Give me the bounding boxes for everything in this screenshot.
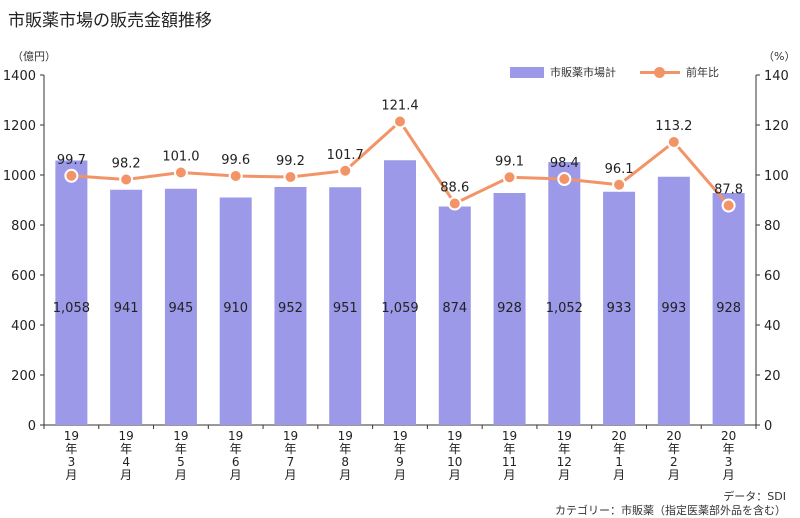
left-y-tick-label: 1400 [3,69,36,84]
left-y-tick-label: 400 [11,319,36,334]
yoy-marker [64,168,79,183]
bar-value-label: 928 [716,301,741,316]
x-tick-label: 20 年 2 月 [666,429,681,482]
x-tick-label: 19 年 4 月 [119,429,134,482]
bar [548,162,581,425]
x-tick-label: 19 年 6 月 [228,429,243,482]
yoy-value-label: 99.7 [57,153,86,168]
yoy-marker [119,172,134,187]
bar [219,197,252,425]
left-y-tick-label: 1200 [3,119,36,134]
bar [712,193,745,425]
yoy-value-label: 121.4 [381,99,418,114]
yoy-marker [612,177,627,192]
bar-value-label: 1,059 [381,301,418,316]
yoy-marker [447,196,462,211]
legend-line-swatch [640,66,680,78]
x-tick-label: 20 年 1 月 [611,429,626,482]
bar [657,176,690,425]
data-source-note: データ：SDI [723,490,786,503]
x-tick-label: 19 年 5 月 [173,429,188,482]
yoy-marker [666,135,681,149]
bar-value-label: 952 [278,301,303,316]
bar-value-label: 933 [607,301,632,316]
yoy-value-label: 101.0 [162,150,199,165]
yoy-value-label: 113.2 [655,119,692,134]
bar [274,187,307,425]
yoy-value-label: 99.6 [221,153,250,168]
x-tick-label: 19 年 11 月 [502,429,517,482]
left-axis-unit: （億円） [12,50,56,63]
bar [493,193,526,425]
bar-value-label: 941 [114,301,139,316]
category-note: カテゴリー：市販薬（指定医薬部外品を含む） [555,504,786,517]
legend-line-label: 前年比 [686,66,719,79]
bar [164,188,197,425]
legend-bar-label: 市販薬市場計 [550,66,616,79]
bar-value-label: 910 [223,301,248,316]
bar-value-label: 993 [661,301,686,316]
yoy-marker [338,163,353,178]
x-tick-label: 19 年 3 月 [64,429,79,482]
yoy-value-label: 98.2 [112,157,141,172]
yoy-marker [393,114,407,129]
bar-value-label: 1,058 [53,301,90,316]
bar-value-label: 874 [442,301,467,316]
left-y-tick-label: 200 [11,369,36,384]
x-tick-label: 19 年 10 月 [447,429,462,482]
right-y-tick-label: 100 [764,169,789,184]
left-y-tick-label: 800 [11,219,36,234]
right-axis-unit: （%） [763,50,796,63]
bar [384,160,416,425]
right-y-tick-label: 140 [764,69,789,84]
bar-value-label: 1,052 [546,301,583,316]
chart-title: 市販薬市場の販売金額推移 [8,11,212,31]
right-y-tick-label: 60 [764,269,781,284]
right-y-tick-label: 80 [764,219,781,234]
yoy-value-label: 98.4 [550,156,579,171]
yoy-marker [502,170,517,185]
left-y-tick-label: 1000 [3,169,36,184]
yoy-marker [173,165,188,180]
yoy-marker [721,198,736,213]
bar-value-label: 928 [497,301,522,316]
yoy-marker [283,170,298,184]
right-y-tick-label: 20 [764,369,781,384]
bar [329,187,362,425]
yoy-value-label: 96.1 [605,162,634,177]
x-tick-label: 19 年 8 月 [338,429,353,482]
bar [110,189,143,425]
x-tick-label: 19 年 7 月 [283,429,298,482]
legend-bar-entry: 市販薬市場計 [510,64,616,80]
yoy-value-label: 101.7 [327,148,364,163]
legend-line-entry: 前年比 [640,64,719,80]
yoy-value-label: 88.6 [440,181,469,196]
bar [55,160,88,425]
x-tick-label: 19 年 12 月 [557,429,572,482]
right-y-tick-label: 40 [764,319,781,334]
legend-bar-swatch [510,66,544,78]
bar-value-label: 945 [169,301,194,316]
x-tick-label: 20 年 3 月 [721,429,736,482]
bar [438,206,471,425]
yoy-value-label: 99.1 [495,154,524,169]
yoy-value-label: 87.8 [714,183,743,198]
bar [603,191,636,425]
bar-value-label: 951 [333,301,358,316]
x-tick-label: 19 年 9 月 [392,429,407,482]
right-y-tick-label: 120 [764,119,789,134]
yoy-marker [228,169,243,183]
yoy-marker [557,172,572,186]
left-y-tick-label: 0 [28,419,36,434]
left-y-tick-label: 600 [11,269,36,284]
right-y-tick-label: 0 [764,419,772,434]
yoy-value-label: 99.2 [276,154,305,169]
